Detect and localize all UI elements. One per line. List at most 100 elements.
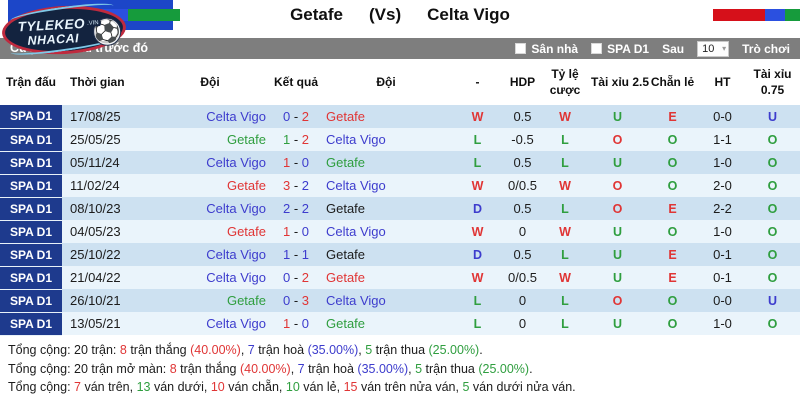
hdp-cell: 0.5 — [513, 247, 532, 262]
odd-even-cell: E — [668, 271, 677, 285]
away-team-cell: Celta Vigo — [326, 132, 386, 147]
table-row: SPA D1 08/10/23 Celta Vigo 2 - 2 Getafe D 0.5 L… — [0, 197, 800, 221]
home-team-cell: Getafe — [226, 224, 266, 239]
home-team-cell: Celta Vigo — [206, 316, 266, 331]
summary-segment: (25.00%) — [478, 361, 530, 376]
table-header: Trận đấu Thời gian Đội Kết quả Đội - HDP Tỷ lệ … — [0, 60, 800, 105]
result-cell: L — [473, 317, 482, 331]
league-cell: SPA D1 — [0, 243, 62, 267]
summary-segment: 10 — [210, 380, 225, 394]
home-filter-label: Sân nhà — [531, 41, 579, 56]
league-cell: SPA D1 — [0, 220, 62, 244]
over-under-075-cell: O — [767, 133, 778, 147]
result-cell: W — [471, 225, 484, 239]
result-cell: L — [473, 133, 482, 147]
ht-score-cell: 2-0 — [713, 178, 732, 193]
page-title: Getafe (Vs) Celta Vigo — [0, 5, 800, 25]
column-header-4: Kết quả — [270, 60, 322, 105]
summary-segment: ván dưới nửa ván. — [469, 380, 576, 394]
home-filter-checkbox[interactable] — [515, 43, 527, 54]
hdp-cell: -0.5 — [511, 132, 534, 147]
summary-segment: 5 — [415, 361, 423, 376]
over-under-075-cell: O — [767, 202, 778, 216]
odd-even-cell: O — [667, 156, 678, 170]
date-cell: 04/05/23 — [70, 224, 121, 239]
summary-segment: 13 — [136, 380, 151, 394]
odd-even-cell: E — [668, 110, 677, 124]
league-filter: SPA D1 — [591, 42, 649, 56]
ht-score-cell: 0-0 — [713, 293, 732, 308]
match-count-select[interactable]: 10 ▾ — [697, 40, 730, 57]
ht-score-cell: 1-1 — [713, 132, 732, 147]
site-logo[interactable]: TYLEKEO NHACAI .VIN ⚽ — [0, 0, 130, 59]
date-cell: 25/05/25 — [70, 132, 121, 147]
top-strip: SPA D1 Getafe (Vs) Celta Vigo — [0, 0, 800, 38]
over-under-25-cell: U — [612, 271, 623, 285]
bet-result-cell: L — [561, 156, 569, 170]
away-team-cell: Getafe — [326, 155, 366, 170]
bet-result-cell: L — [561, 133, 569, 147]
summary-segment: ván trên nửa ván, — [357, 380, 463, 394]
summary-segment: trận thua — [372, 343, 429, 357]
column-header-3: Đội — [150, 60, 270, 105]
date-cell: 26/10/21 — [70, 293, 121, 308]
over-under-25-cell: U — [612, 317, 623, 331]
date-cell: 05/11/24 — [70, 155, 120, 170]
column-header-1: Trận đấu — [0, 60, 62, 105]
match-count-value: 10 — [702, 42, 715, 55]
ht-score-cell: 1-0 — [713, 224, 732, 239]
over-under-25-cell: U — [612, 156, 623, 170]
result-cell: L — [473, 156, 482, 170]
summary-segment: (40.00%) — [190, 343, 241, 357]
score-cell: 1 - 0 — [282, 224, 310, 239]
summary-line: Tổng cộng: 7 ván trên, 13 ván dưới, 10 v… — [8, 378, 796, 397]
away-team-cell: Celta Vigo — [326, 178, 386, 193]
summary-segment: trận thắng — [126, 343, 191, 357]
summary-segment: . — [479, 343, 483, 357]
league-cell: SPA D1 — [0, 151, 62, 175]
table-row: SPA D1 21/04/22 Celta Vigo 0 - 2 Getafe W 0/0.… — [0, 266, 800, 290]
result-cell: D — [472, 248, 483, 262]
summary-segment: 7 — [247, 343, 255, 357]
column-header-6: - — [450, 60, 505, 105]
summary-segment: . — [529, 361, 533, 376]
home-team-cell: Getafe — [226, 293, 266, 308]
away-team-cell: Getafe — [326, 270, 366, 285]
summary-segment: , — [408, 361, 416, 376]
column-header-5: Đội — [322, 60, 450, 105]
summary-segment: (25.00%) — [428, 343, 480, 357]
column-header-2: Thời gian — [62, 60, 150, 105]
date-cell: 25/10/22 — [70, 247, 121, 262]
over-under-25-cell: U — [612, 248, 623, 262]
score-cell: 0 - 2 — [282, 109, 310, 124]
score-cell: 1 - 0 — [282, 155, 310, 170]
table-row: SPA D1 05/11/24 Celta Vigo 1 - 0 Getafe L 0.5 L… — [0, 151, 800, 175]
bet-result-cell: W — [559, 225, 571, 239]
ht-score-cell: 0-0 — [713, 109, 732, 124]
away-team-cell: Getafe — [326, 247, 366, 262]
summary-segment: trận hoà — [304, 361, 358, 376]
summary-segment: 5 — [462, 380, 470, 394]
league-filter-checkbox[interactable] — [591, 43, 603, 54]
odd-even-cell: O — [667, 133, 678, 147]
hdp-cell: 0.5 — [513, 109, 532, 124]
date-cell: 08/10/23 — [70, 201, 121, 216]
date-cell: 17/08/25 — [70, 109, 121, 124]
score-cell: 3 - 2 — [282, 178, 310, 193]
header-row: Trận đấu Thời gian Đội Kết quả Đội - HDP Tỷ lệ … — [0, 60, 800, 105]
right-flag-decoration — [713, 9, 800, 21]
date-cell: 13/05/21 — [70, 316, 121, 331]
odd-even-cell: E — [668, 248, 677, 262]
column-header-12: Tài xỉu 0.75 — [745, 60, 800, 105]
bet-result-cell: W — [559, 110, 571, 124]
table-row: SPA D1 17/08/25 Celta Vigo 0 - 2 Getafe W 0.5 W… — [0, 105, 800, 129]
summary-segment: (35.00%) — [357, 361, 409, 376]
bet-result-cell: L — [561, 294, 569, 308]
league-cell: SPA D1 — [0, 312, 62, 336]
hdp-cell: 0.5 — [513, 201, 532, 216]
result-cell: L — [473, 294, 482, 308]
table-body: SPA D1 17/08/25 Celta Vigo 0 - 2 Getafe W 0.5 W… — [0, 105, 800, 336]
summary-segment: trận thua — [422, 361, 479, 376]
score-cell: 0 - 2 — [282, 270, 310, 285]
